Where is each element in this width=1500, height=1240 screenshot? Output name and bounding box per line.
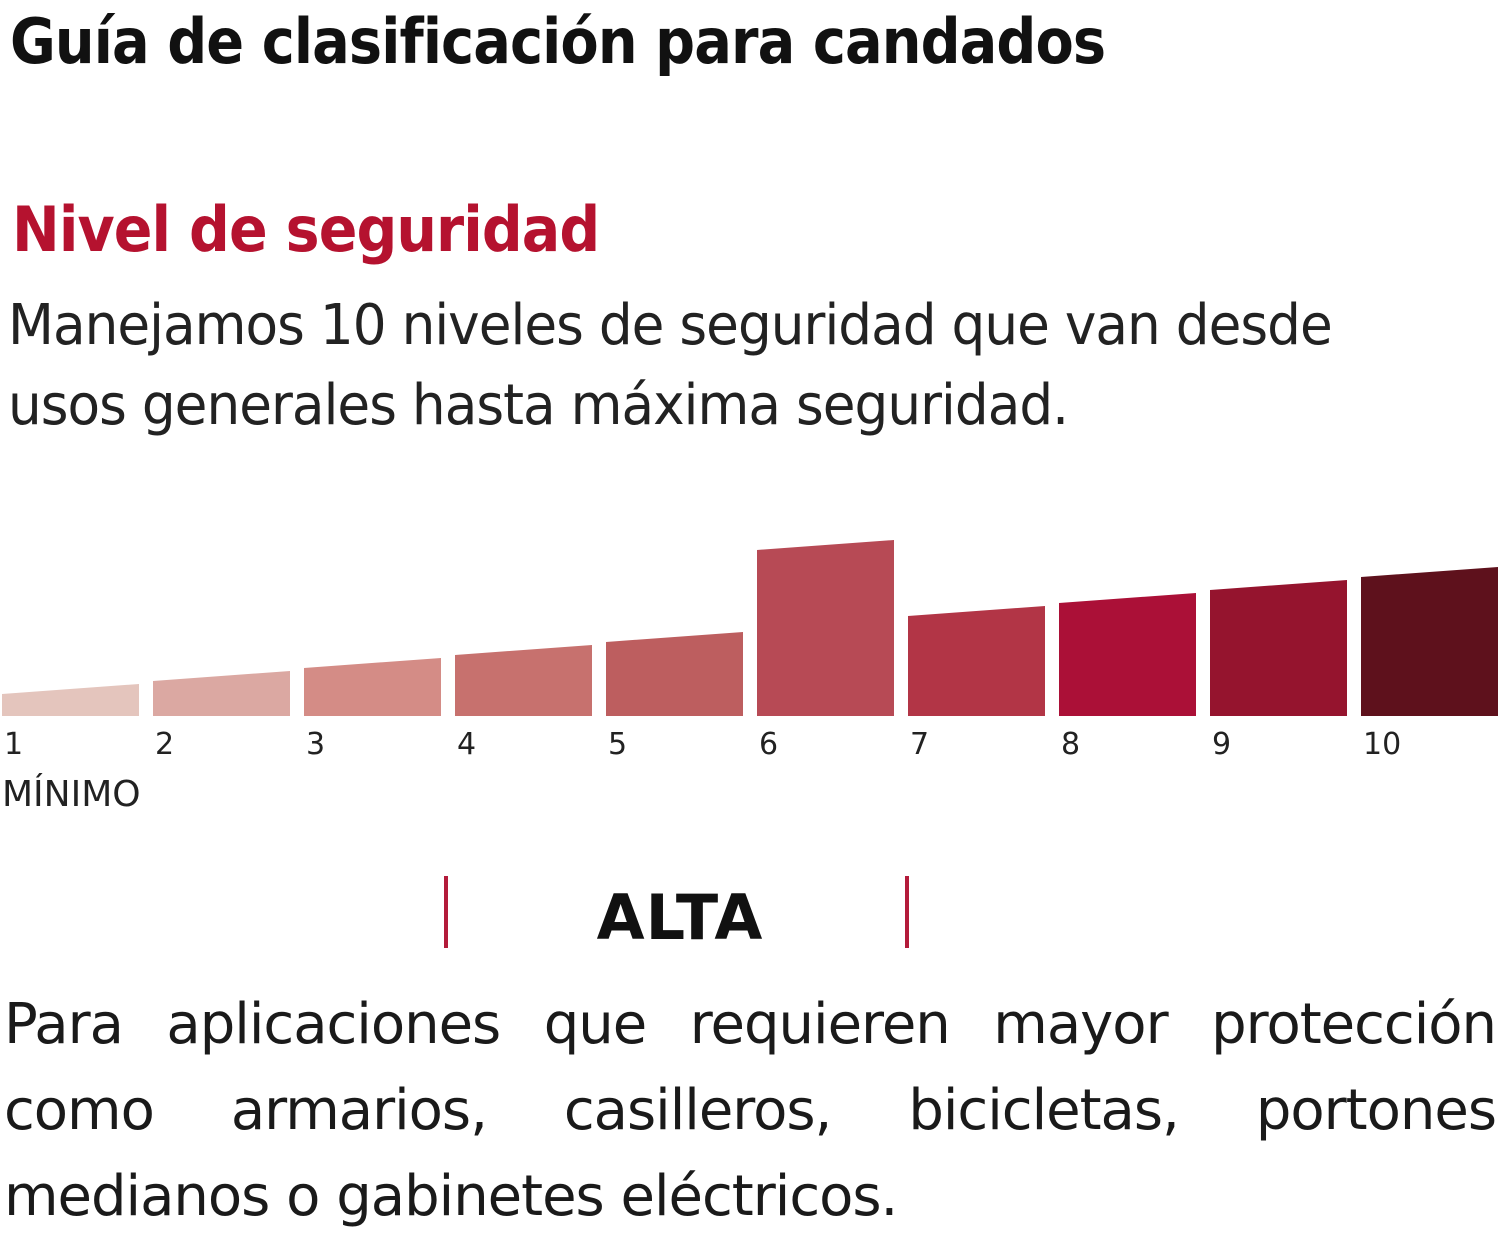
bar-level-4 (455, 645, 592, 716)
tick-label-3: 3 (306, 727, 325, 762)
tick-label-5: 5 (608, 727, 627, 762)
tick-label-10: 10 (1363, 727, 1401, 762)
bar-level-9 (1210, 580, 1347, 716)
bar-level-2 (153, 671, 290, 716)
section-title: Nivel de seguridad (12, 193, 600, 266)
tick-label-7: 7 (910, 727, 929, 762)
tick-label-9: 9 (1212, 727, 1231, 762)
bar-level-8 (1059, 593, 1196, 716)
range-marker-left (444, 876, 448, 948)
bar-level-3 (304, 658, 441, 716)
tick-label-8: 8 (1061, 727, 1080, 762)
bar-level-5 (606, 632, 743, 716)
range-marker-right (905, 876, 909, 948)
bar-level-6 (757, 540, 894, 716)
range-label-alta: ALTA (596, 881, 764, 954)
security-level-chart: 1 2 3 4 5 6 7 8 9 10 MÍNIMO (2, 540, 1498, 815)
tick-label-4: 4 (457, 727, 476, 762)
tick-label-1: 1 (4, 727, 23, 762)
intro-text: Manejamos 10 niveles de seguridad que va… (8, 293, 1333, 438)
bar-level-7 (908, 606, 1045, 716)
min-label: MÍNIMO (2, 773, 141, 815)
bar-level-10 (1361, 567, 1498, 716)
tick-label-6: 6 (759, 727, 778, 762)
description-text: Para aplicaciones que requieren mayor pr… (4, 992, 1497, 1229)
tick-label-2: 2 (155, 727, 174, 762)
page-title: Guía de clasificación para candados (10, 5, 1106, 78)
bar-level-1 (2, 684, 139, 716)
